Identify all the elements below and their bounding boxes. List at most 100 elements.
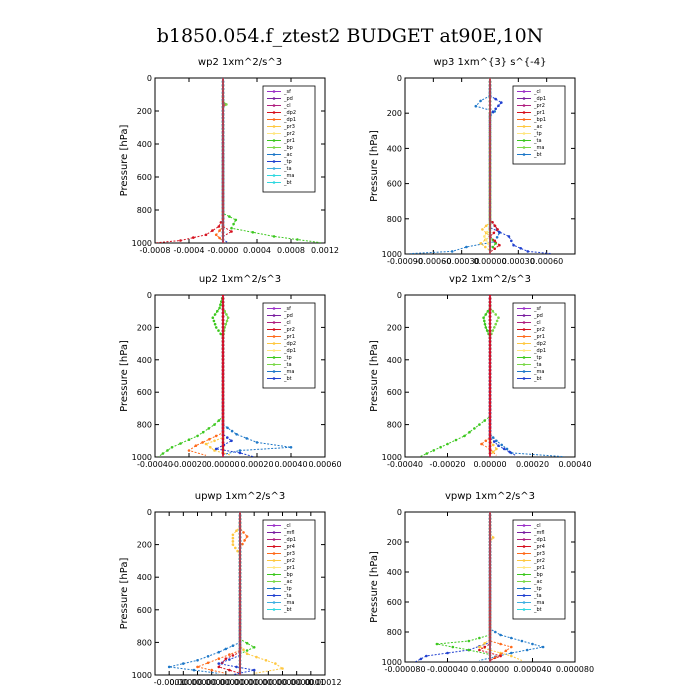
x-tick-label: -0.00060 (415, 257, 451, 266)
legend-marker (272, 531, 276, 534)
legend-entry: _mfl (533, 530, 545, 536)
y-tick-label: 1000 (382, 658, 402, 667)
series-marker (218, 229, 221, 232)
legend-entry: _pr2 (533, 558, 545, 564)
legend-marker (272, 538, 276, 541)
legend-entry: _tp (533, 355, 542, 361)
legend-entry: _ma (533, 145, 544, 151)
legend-entry: _tp (533, 586, 542, 592)
legend-entry: _pr2 (283, 131, 295, 137)
series-marker (520, 639, 524, 643)
series-marker (255, 441, 259, 444)
series-line-ta (415, 512, 491, 662)
series-marker (213, 439, 216, 443)
legend-marker (272, 314, 276, 317)
series-marker (214, 233, 218, 237)
x-tick-label: 0.0012 (311, 246, 339, 255)
series-marker (243, 539, 246, 542)
panel-title: vpwp 1xm^2/s^3 (445, 491, 535, 502)
y-tick-label: 800 (387, 421, 402, 430)
x-tick-label: 0.0008 (277, 246, 305, 255)
legend-entry: _cl (283, 320, 291, 326)
legend-marker (522, 314, 526, 317)
series-marker (241, 542, 244, 546)
legend-box (512, 85, 566, 165)
legend-marker (272, 349, 276, 352)
legend-marker (272, 552, 276, 555)
series-marker (491, 309, 495, 313)
legend-entry: _pr1 (533, 110, 545, 116)
legend-marker (522, 118, 526, 121)
series-marker (167, 665, 171, 669)
series-marker (218, 306, 221, 310)
series-marker (467, 639, 471, 643)
x-tick-label: 0.0000 (254, 678, 282, 687)
legend-entry: _bt (533, 376, 542, 382)
x-tick-label: 0.0004 (243, 246, 271, 255)
legend-marker (272, 111, 276, 114)
panel-5: upwp 1xm^2/s^3 Pressure [hPa] 0 200 400 600 80… (119, 491, 342, 687)
series-marker (231, 533, 235, 537)
series-group (156, 78, 321, 243)
legend-entry: _dp2 (283, 341, 296, 347)
legend: _sf_pd_cl_pr2_pr1_dp2_dp1_tp_ta_ma_bt (512, 302, 566, 389)
series-marker (505, 447, 509, 451)
series-marker (498, 243, 501, 247)
y-tick-label: 200 (387, 538, 402, 547)
series-line-pr2 (479, 78, 491, 251)
legend-marker (272, 573, 276, 576)
x-tick-label: 0.0000 (269, 678, 297, 687)
legend-marker (522, 97, 526, 100)
series-marker (230, 439, 233, 443)
series-group (419, 295, 565, 457)
series-marker (192, 668, 196, 672)
series-marker (494, 322, 498, 326)
series-marker (231, 543, 235, 546)
series-marker (231, 644, 235, 647)
legend-marker (272, 153, 276, 156)
series-marker (499, 633, 502, 637)
series-marker (217, 662, 221, 665)
legend-marker (522, 573, 526, 576)
y-tick-label: 600 (387, 180, 402, 189)
y-tick-label: 600 (137, 606, 152, 615)
series-marker (500, 101, 503, 104)
legend-entry: _pr1 (283, 334, 295, 340)
series-marker (446, 442, 449, 446)
x-tick-label: -0.000040 (427, 665, 468, 674)
legend-marker (522, 335, 526, 338)
legend-marker (522, 608, 526, 611)
legend-marker (272, 377, 276, 380)
legend-entry: _pr1 (533, 565, 545, 571)
series-marker (209, 446, 212, 449)
series-marker (196, 659, 199, 662)
legend-marker (272, 97, 276, 100)
legend-marker (272, 524, 276, 527)
y-axis-label: Pressure [hPa] (119, 125, 130, 197)
legend-entry: _ac (283, 152, 293, 158)
legend-entry: _ma (283, 173, 294, 179)
legend-marker (272, 559, 276, 562)
legend-marker (522, 125, 526, 128)
series-marker (217, 657, 221, 660)
series-marker (479, 99, 482, 103)
x-tick-label: -0.00030 (444, 257, 480, 266)
legend-entry: _cl (533, 320, 541, 326)
legend-entry: _ta (533, 593, 542, 599)
x-tick-label: -0.0000 (208, 246, 239, 255)
series-marker (467, 648, 471, 652)
series-marker (478, 645, 481, 649)
panel-title: vp2 1xm^2/s^3 (449, 274, 531, 285)
series-line-tp (409, 78, 500, 254)
series-marker (439, 445, 442, 449)
series-marker (454, 438, 458, 442)
legend-entry: _cl (283, 523, 291, 529)
y-axis-label: Pressure [hPa] (369, 130, 380, 202)
series-line-dp1 (489, 295, 500, 456)
legend-marker (272, 132, 276, 135)
legend-marker (272, 545, 276, 548)
x-tick-label: -0.0001 (154, 678, 185, 687)
series-marker (485, 329, 489, 332)
series-marker (231, 540, 235, 543)
legend-marker (522, 531, 526, 534)
